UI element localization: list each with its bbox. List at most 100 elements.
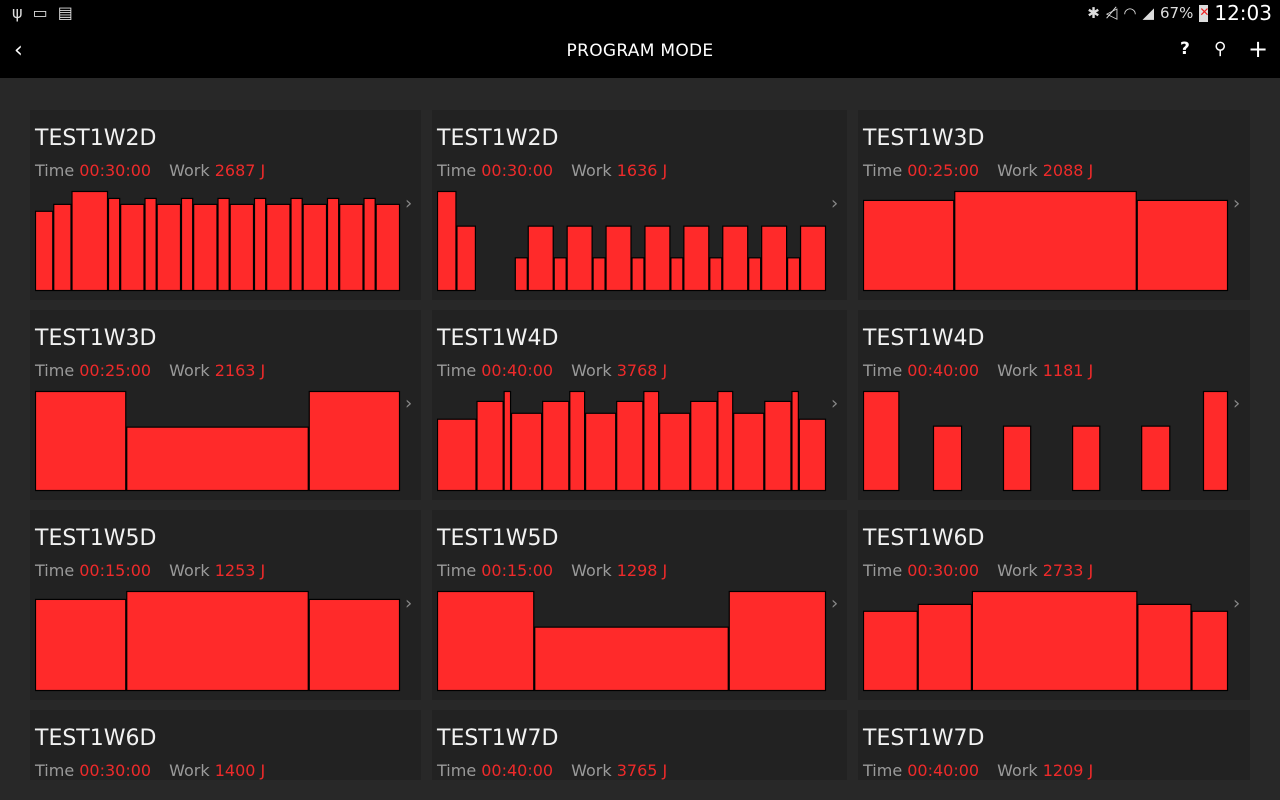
profile-segment [437,190,457,292]
program-card[interactable]: TEST1W4D Time 00:40:00 Work 1181 J › [858,310,1250,500]
profile-segment [764,400,792,492]
program-name: TEST1W5D [35,526,157,551]
profile-segment [722,225,749,292]
program-profile-chart [35,190,401,292]
time-value: 00:40:00 [481,361,554,380]
profile-segment [799,225,827,292]
profile-segment [690,400,718,492]
chevron-right-icon[interactable]: › [405,193,413,214]
time-label: Time [437,361,477,380]
chevron-right-icon[interactable]: › [1233,593,1241,614]
program-card[interactable]: TEST1W4D Time 00:40:00 Work 3768 J › [432,310,847,500]
battery-icon [1199,4,1209,22]
profile-segment [510,412,543,492]
profile-segment [308,390,401,492]
work-value: 1253 J [214,561,266,580]
search-icon[interactable]: ⚲ [1214,39,1227,59]
program-card[interactable]: TEST1W3D Time 00:25:00 Work 2163 J › [30,310,421,500]
program-card[interactable]: TEST1W2D Time 00:30:00 Work 1636 J › [432,110,847,300]
profile-segment [863,610,918,692]
program-card[interactable]: TEST1W2D Time 00:30:00 Work 2687 J › [30,110,421,300]
profile-segment [566,225,593,292]
profile-segment [107,197,121,292]
chevron-right-icon[interactable]: › [831,593,839,614]
program-name: TEST1W4D [437,326,559,351]
help-icon[interactable]: ? [1180,39,1190,59]
program-card[interactable]: TEST1W7D Time 00:40:00 Work 1209 J [858,710,1250,780]
time-label: Time [863,361,903,380]
profile-segment [791,390,799,492]
profile-segment [709,257,723,292]
chevron-right-icon[interactable]: › [831,393,839,414]
profile-segment [290,197,303,292]
chevron-right-icon[interactable]: › [831,193,839,214]
work-label: Work [571,361,612,380]
program-profile-chart [437,190,827,292]
time-value: 00:40:00 [481,761,554,780]
program-card[interactable]: TEST1W5D Time 00:15:00 Work 1253 J › [30,510,421,700]
profile-segment [1202,390,1229,492]
clock: 12:03 [1214,1,1272,25]
profile-segment [456,225,477,292]
program-name: TEST1W7D [863,726,985,751]
profile-segment [193,203,218,292]
profile-segment [954,190,1137,292]
program-card[interactable]: TEST1W3D Time 00:25:00 Work 2088 J › [858,110,1250,300]
profile-segment [863,390,900,492]
app-bar: ‹ PROGRAM MODE ? ⚲ + [0,26,1280,78]
time-label: Time [35,561,75,580]
time-label: Time [863,561,903,580]
profile-segment [326,197,340,292]
work-value: 2088 J [1042,161,1094,180]
work-label: Work [997,361,1038,380]
program-card[interactable]: TEST1W5D Time 00:15:00 Work 1298 J › [432,510,847,700]
profile-segment [728,590,827,692]
chevron-right-icon[interactable]: › [405,593,413,614]
profile-segment [787,257,801,292]
time-value: 00:15:00 [79,561,152,580]
program-card[interactable]: TEST1W6D Time 00:30:00 Work 1400 J [30,710,421,780]
profile-segment [616,400,644,492]
program-meta: Time 00:40:00 Work 1209 J [863,761,1093,780]
program-profile-chart [437,390,827,492]
program-card[interactable]: TEST1W7D Time 00:40:00 Work 3765 J [432,710,847,780]
work-value: 3765 J [616,761,668,780]
chevron-right-icon[interactable]: › [405,393,413,414]
program-meta: Time 00:40:00 Work 1181 J [863,361,1093,380]
profile-segment [35,390,127,492]
time-label: Time [35,761,75,780]
profile-segment [126,426,309,492]
profile-segment [605,225,632,292]
work-label: Work [169,361,210,380]
chevron-right-icon[interactable]: › [1233,193,1241,214]
chevron-left-icon[interactable]: ‹ [14,38,23,63]
time-value: 00:15:00 [481,561,554,580]
work-label: Work [997,561,1038,580]
profile-segment [631,257,645,292]
time-value: 00:30:00 [79,761,152,780]
profile-segment [761,225,788,292]
profile-segment [643,390,660,492]
work-label: Work [571,761,612,780]
profile-segment [180,197,194,292]
profile-segment [534,626,729,692]
signal-icon: ◢ [1142,4,1155,22]
program-profile-chart [437,590,827,692]
program-card[interactable]: TEST1W6D Time 00:30:00 Work 2733 J › [858,510,1250,700]
mute-icon: ◁̸ [1105,4,1118,22]
time-label: Time [437,761,477,780]
profile-segment [748,257,762,292]
program-meta: Time 00:40:00 Work 3768 J [437,361,667,380]
work-value: 1181 J [1042,361,1094,380]
profile-segment [733,412,765,492]
time-label: Time [437,561,477,580]
program-name: TEST1W7D [437,726,559,751]
profile-segment [1002,425,1032,492]
profile-segment [503,390,512,492]
profile-segment [35,598,127,692]
profile-segment [266,203,291,292]
work-value: 1636 J [616,161,668,180]
program-meta: Time 00:30:00 Work 1636 J [437,161,667,180]
add-icon[interactable]: + [1248,35,1269,63]
chevron-right-icon[interactable]: › [1233,393,1241,414]
